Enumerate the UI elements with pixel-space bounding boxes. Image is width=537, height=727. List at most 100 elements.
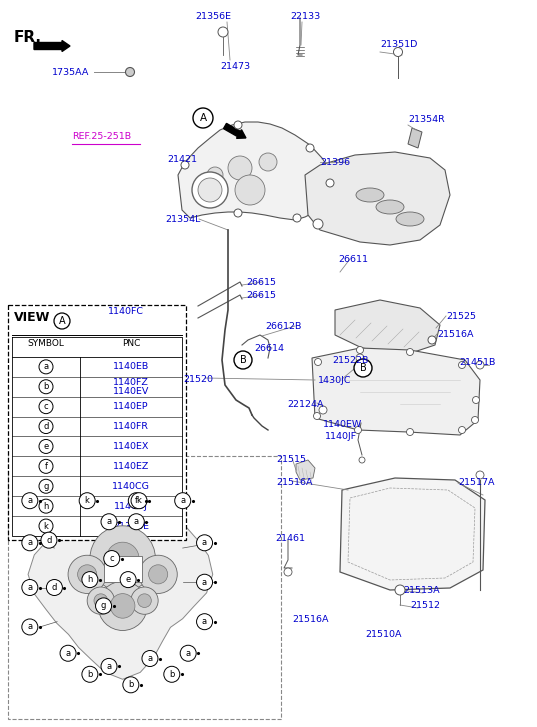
Circle shape: [90, 526, 155, 591]
Circle shape: [131, 587, 158, 614]
Circle shape: [60, 646, 76, 662]
Circle shape: [180, 646, 196, 662]
Circle shape: [39, 439, 53, 454]
Text: 22133: 22133: [290, 12, 320, 21]
Circle shape: [284, 568, 292, 576]
Circle shape: [354, 427, 361, 433]
Text: 21525: 21525: [446, 312, 476, 321]
Circle shape: [181, 161, 189, 169]
Text: PNC: PNC: [122, 339, 140, 348]
Text: 21522B: 21522B: [332, 356, 368, 365]
Circle shape: [175, 493, 191, 509]
Circle shape: [96, 598, 112, 614]
Text: 21354R: 21354R: [408, 115, 445, 124]
Text: c: c: [43, 402, 48, 411]
Text: g: g: [101, 601, 106, 611]
Text: 21520: 21520: [183, 375, 213, 384]
Bar: [8, 456, 281, 719]
Polygon shape: [305, 152, 450, 245]
Circle shape: [197, 574, 213, 590]
Circle shape: [192, 172, 228, 208]
Polygon shape: [296, 460, 315, 480]
Circle shape: [22, 535, 38, 551]
Text: 1140FC: 1140FC: [108, 307, 144, 316]
Circle shape: [120, 571, 136, 587]
Circle shape: [22, 493, 38, 509]
Circle shape: [106, 542, 139, 575]
Text: a: a: [106, 517, 112, 526]
Text: 26614: 26614: [254, 344, 284, 353]
Circle shape: [234, 351, 252, 369]
Polygon shape: [312, 348, 480, 435]
Circle shape: [359, 457, 365, 463]
Text: e: e: [43, 442, 49, 451]
Text: a: a: [106, 662, 112, 671]
Text: 1735AA: 1735AA: [52, 68, 89, 77]
Text: h: h: [87, 575, 92, 584]
Circle shape: [407, 348, 413, 356]
Circle shape: [315, 358, 322, 366]
Circle shape: [54, 313, 70, 329]
Circle shape: [228, 156, 252, 180]
Ellipse shape: [376, 200, 404, 214]
Polygon shape: [340, 478, 485, 590]
Text: 26611: 26611: [338, 255, 368, 264]
Bar: [104, 556, 142, 582]
Circle shape: [39, 459, 53, 473]
Text: b: b: [128, 680, 134, 689]
Circle shape: [428, 336, 436, 344]
Text: a: a: [147, 654, 153, 663]
Circle shape: [39, 519, 53, 533]
Circle shape: [39, 419, 53, 433]
Text: f: f: [135, 497, 138, 505]
Text: k: k: [85, 497, 90, 505]
Text: 21351D: 21351D: [380, 40, 417, 49]
Circle shape: [46, 579, 62, 595]
Circle shape: [101, 514, 117, 530]
Text: a: a: [66, 648, 71, 658]
Circle shape: [259, 153, 277, 171]
Text: 1140DJ: 1140DJ: [114, 502, 148, 510]
Text: 21517A: 21517A: [458, 478, 495, 487]
Polygon shape: [178, 122, 335, 220]
Text: a: a: [186, 648, 191, 658]
Circle shape: [459, 427, 466, 433]
Text: A: A: [199, 113, 207, 123]
Circle shape: [39, 479, 53, 493]
Circle shape: [22, 579, 38, 595]
Circle shape: [111, 594, 135, 618]
Text: a: a: [43, 362, 48, 371]
Circle shape: [79, 493, 95, 509]
Circle shape: [41, 532, 57, 548]
Text: 21451B: 21451B: [459, 358, 495, 367]
Text: 21513A: 21513A: [403, 586, 440, 595]
Circle shape: [407, 428, 413, 435]
Text: 21461: 21461: [275, 534, 305, 543]
Circle shape: [235, 175, 265, 205]
Circle shape: [197, 614, 213, 630]
Text: a: a: [27, 583, 32, 592]
Circle shape: [82, 666, 98, 683]
Circle shape: [139, 555, 177, 593]
Text: h: h: [43, 502, 49, 510]
Text: 1140EW: 1140EW: [323, 420, 362, 429]
Circle shape: [164, 666, 180, 683]
Text: 21396: 21396: [320, 158, 350, 167]
Text: 21356E: 21356E: [195, 12, 231, 21]
Text: 1140EP: 1140EP: [113, 402, 149, 411]
Circle shape: [22, 619, 38, 635]
Circle shape: [128, 514, 144, 530]
Text: 1140EZ: 1140EZ: [113, 462, 149, 471]
Text: f: f: [45, 462, 47, 471]
Circle shape: [39, 360, 53, 374]
Circle shape: [395, 585, 405, 595]
Circle shape: [82, 571, 98, 587]
Circle shape: [197, 535, 213, 551]
Circle shape: [149, 565, 168, 584]
Text: a: a: [180, 497, 185, 505]
Text: 26612B: 26612B: [265, 322, 301, 331]
Text: 21356E: 21356E: [113, 521, 149, 531]
Circle shape: [131, 493, 147, 509]
Circle shape: [476, 361, 484, 369]
Circle shape: [394, 47, 403, 57]
